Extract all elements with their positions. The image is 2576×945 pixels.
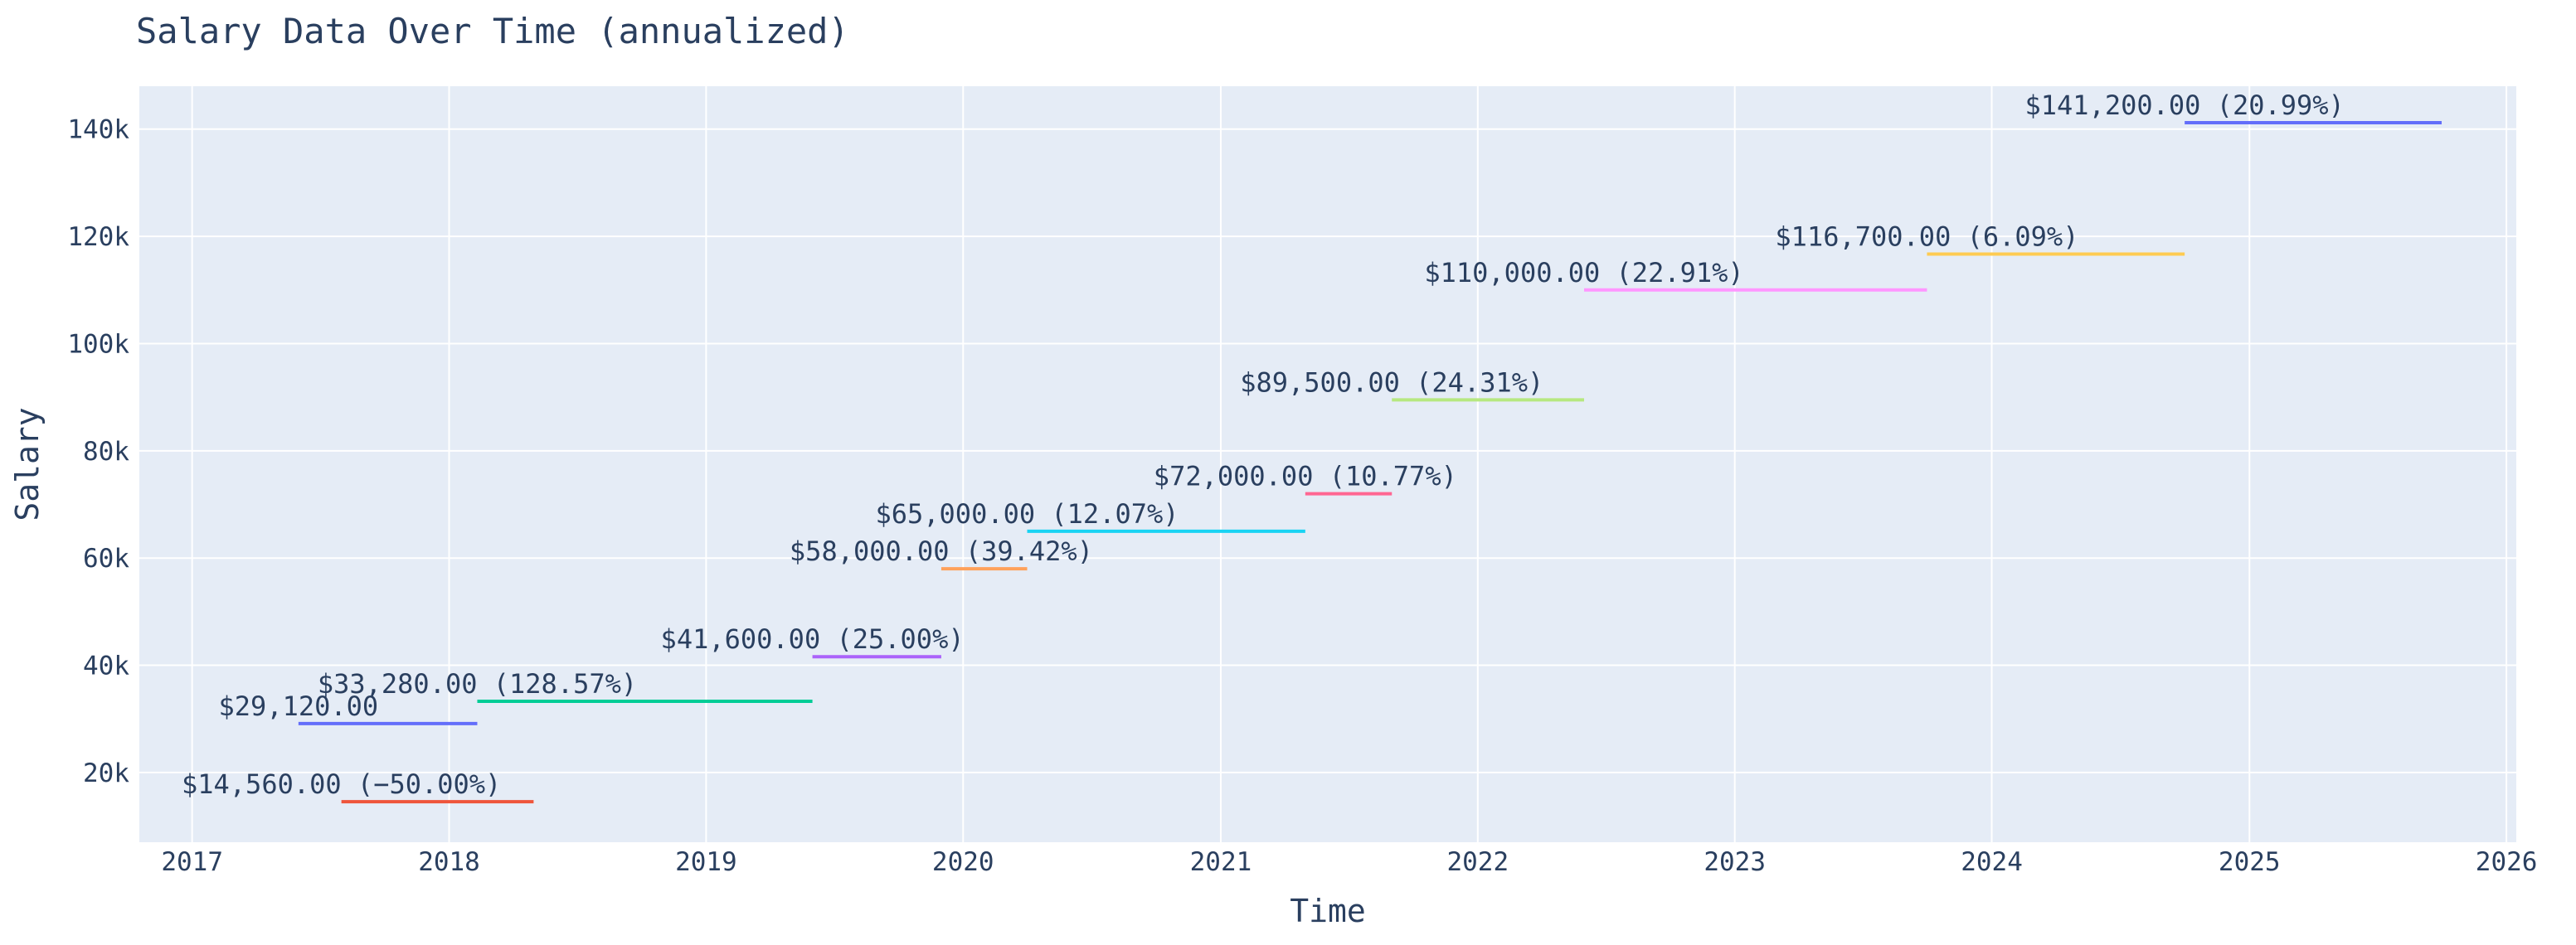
y-tick-label: 140k (67, 115, 129, 145)
x-tick-label: 2017 (161, 847, 223, 877)
salary-data-label: $141,200.00 (20.99%) (2024, 90, 2344, 121)
salary-data-label: $116,700.00 (6.09%) (1775, 220, 2078, 252)
x-tick-label: 2019 (675, 847, 737, 877)
salary-data-label: $65,000.00 (12.07%) (875, 498, 1179, 530)
x-tick-label: 2025 (2219, 847, 2281, 877)
x-tick-label: 2020 (932, 847, 994, 877)
salary-data-label: $110,000.00 (22.91%) (1424, 257, 1743, 288)
y-tick-label: 60k (83, 544, 129, 574)
plot-area (139, 86, 2516, 842)
x-tick-label: 2022 (1446, 847, 1509, 877)
chart-title: Salary Data Over Time (annualized) (136, 11, 849, 51)
y-tick-label: 20k (83, 758, 129, 788)
salary-data-label: $33,280.00 (128.57%) (318, 668, 637, 700)
salary-segments (298, 120, 2442, 804)
x-tick-label: 2024 (1961, 847, 2023, 877)
grid-lines (139, 86, 2516, 842)
salary-data-label: $58,000.00 (39.42%) (790, 536, 1093, 567)
salary-data-label: $89,500.00 (24.31%) (1240, 366, 1543, 398)
y-tick-label: 40k (83, 652, 129, 681)
x-tick-label: 2021 (1190, 847, 1252, 877)
x-tick-label: 2026 (2476, 847, 2538, 877)
y-tick-label: 80k (83, 437, 129, 467)
salary-data-label: $29,120.00 (219, 691, 379, 722)
y-tick-label: 100k (67, 329, 129, 359)
salary-data-label: $72,000.00 (10.77%) (1154, 461, 1457, 492)
y-axis-ticks: 20k 40k 60k 80k 100k 120k 140k (67, 115, 129, 788)
x-axis-ticks: 2017 2018 2019 2020 2021 2022 2023 2024 2025 2026 (161, 847, 2537, 877)
x-tick-label: 2023 (1704, 847, 1766, 877)
x-axis-title: Time (1290, 893, 1366, 929)
salary-data-label: $41,600.00 (25.00%) (661, 623, 965, 655)
segment-labels: $29,120.00 $14,560.00 (−50.00%) $33,280.00… (182, 90, 2345, 800)
x-tick-label: 2018 (418, 847, 480, 877)
salary-data-label: $14,560.00 (−50.00%) (182, 768, 501, 800)
y-axis-title: Salary (9, 407, 46, 521)
y-tick-label: 120k (67, 222, 129, 252)
